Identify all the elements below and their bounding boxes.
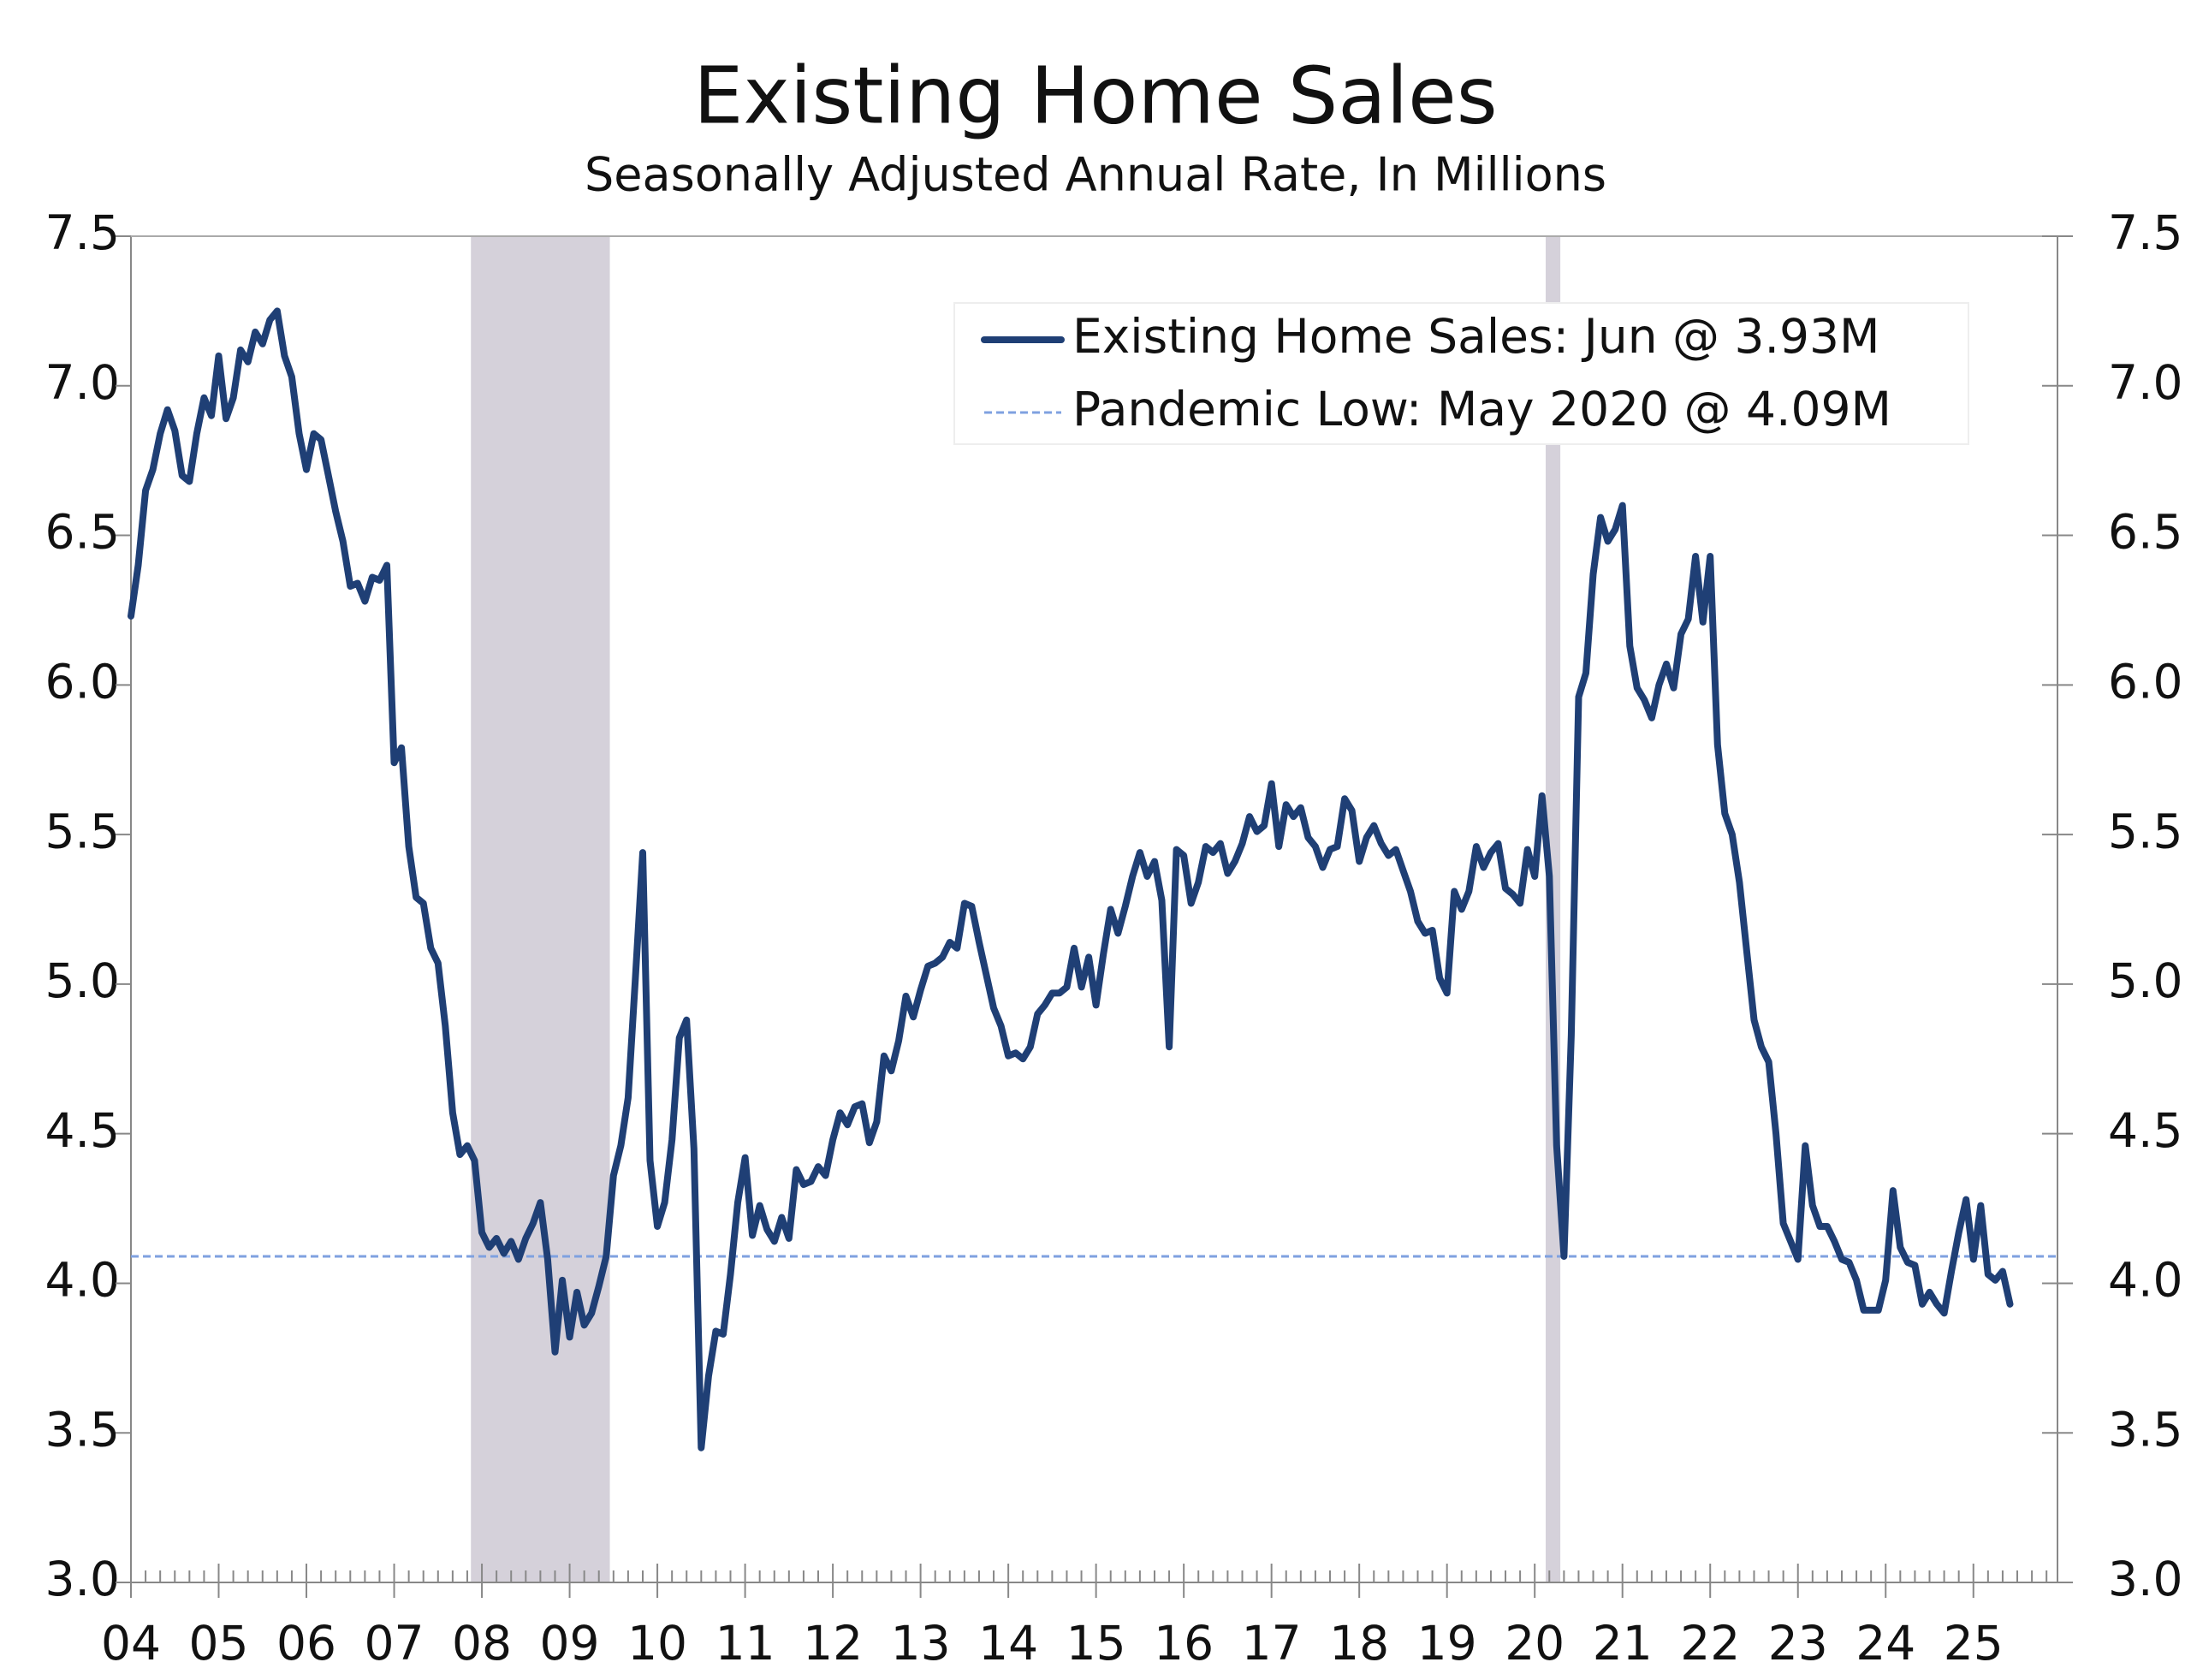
y-tick-label: 4.0 xyxy=(45,1253,120,1308)
x-tick-label: 07 xyxy=(365,1616,425,1671)
y-tick-label: 5.0 xyxy=(45,953,120,1008)
y-tick-label: 3.5 xyxy=(45,1402,120,1457)
y2-tick-label: 6.5 xyxy=(2108,505,2182,560)
x-tick-label: 09 xyxy=(540,1616,600,1671)
y2-tick-label: 7.5 xyxy=(2108,205,2182,260)
chart-title: Existing Home Sales xyxy=(693,50,1497,141)
y-tick-label: 7.5 xyxy=(45,205,120,260)
x-tick-label: 10 xyxy=(627,1616,687,1671)
x-tick-label: 11 xyxy=(715,1616,775,1671)
x-tick-label: 17 xyxy=(1242,1616,1302,1671)
y-tick-label: 7.0 xyxy=(45,355,120,410)
x-tick-label: 06 xyxy=(276,1616,336,1671)
legend-box xyxy=(953,302,1969,445)
x-tick-label: 21 xyxy=(1593,1616,1653,1671)
y-tick-label: 3.0 xyxy=(45,1552,120,1606)
chart-subtitle: Seasonally Adjusted Annual Rate, In Mill… xyxy=(585,148,1606,202)
x-tick-label: 19 xyxy=(1417,1616,1477,1671)
y2-tick-label: 7.0 xyxy=(2108,355,2182,410)
y2-tick-label: 3.5 xyxy=(2108,1402,2182,1457)
x-tick-label: 16 xyxy=(1154,1616,1214,1671)
x-tick-label: 04 xyxy=(101,1616,161,1671)
y-tick-label: 5.5 xyxy=(45,804,120,858)
y-tick-label: 4.5 xyxy=(45,1103,120,1158)
x-tick-label: 20 xyxy=(1505,1616,1565,1671)
series-line xyxy=(128,307,2014,1451)
legend-label: Pandemic Low: May 2020 @ 4.09M xyxy=(1072,382,1891,436)
x-tick-label: 24 xyxy=(1856,1616,1915,1671)
x-tick-label: 15 xyxy=(1066,1616,1126,1671)
x-tick-label: 18 xyxy=(1329,1616,1389,1671)
shaded-period xyxy=(471,236,610,1582)
y2-tick-label: 5.5 xyxy=(2108,804,2182,858)
x-tick-label: 13 xyxy=(891,1616,951,1671)
y2-tick-label: 5.0 xyxy=(2108,953,2182,1008)
x-tick-label: 12 xyxy=(803,1616,863,1671)
x-tick-label: 25 xyxy=(1944,1616,2004,1671)
y-tick-label: 6.0 xyxy=(45,654,120,709)
x-tick-label: 23 xyxy=(1768,1616,1828,1671)
x-tick-label: 08 xyxy=(452,1616,512,1671)
y-tick-label: 6.5 xyxy=(45,505,120,560)
y2-tick-label: 3.0 xyxy=(2108,1552,2182,1606)
x-tick-label: 22 xyxy=(1680,1616,1740,1671)
y2-tick-label: 4.0 xyxy=(2108,1253,2182,1308)
x-tick-label: 14 xyxy=(978,1616,1038,1671)
x-tick-label: 05 xyxy=(189,1616,249,1671)
y2-tick-label: 4.5 xyxy=(2108,1103,2182,1158)
y2-tick-label: 6.0 xyxy=(2108,654,2182,709)
legend-label: Existing Home Sales: Jun @ 3.93M xyxy=(1072,309,1879,364)
